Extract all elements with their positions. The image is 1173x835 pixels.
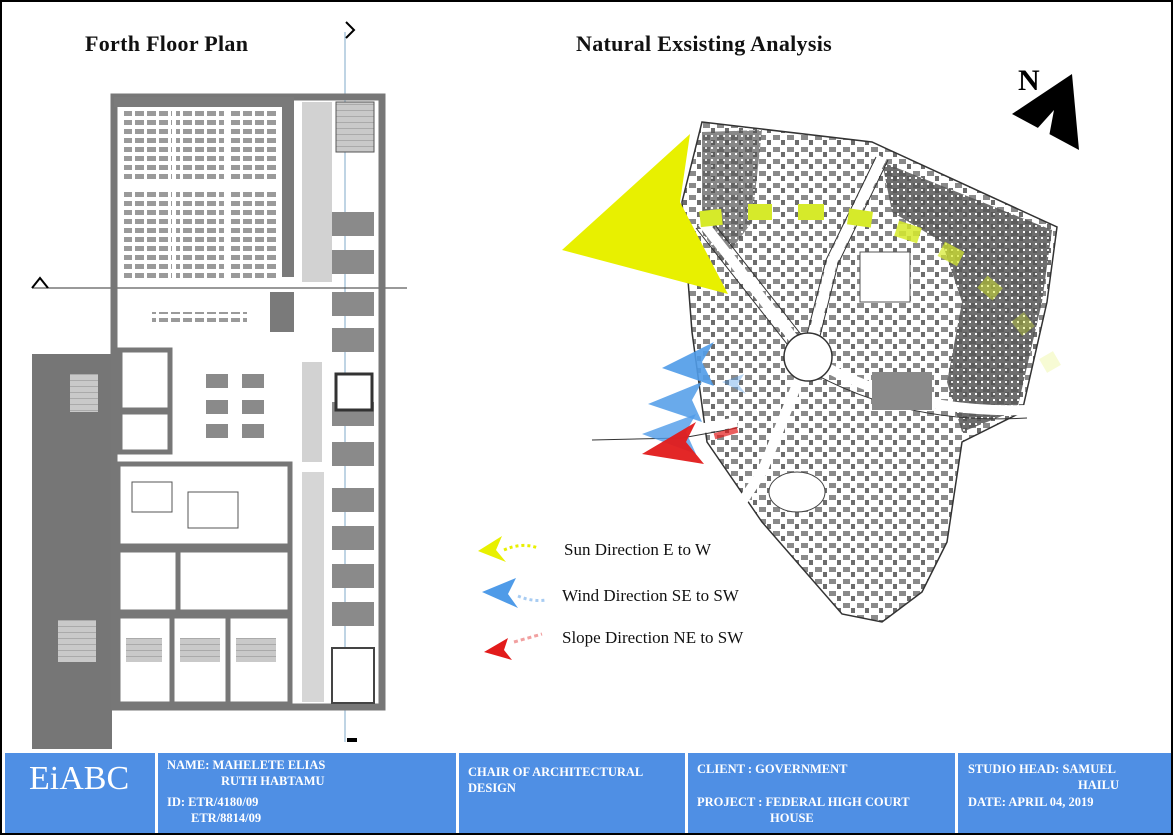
client-label: CLIENT : GOVERNMENT: [697, 762, 848, 776]
roundabout: [783, 332, 833, 382]
analysis-title: Natural Exsisting Analysis: [576, 31, 832, 56]
student-name-2: RUTH HABTAMU: [221, 774, 325, 788]
student-name-1: NAME: MAHELETE ELIAS: [167, 758, 326, 772]
title-block: EiABC NAME: MAHELETE ELIAS RUTH HABTAMU …: [5, 753, 1171, 833]
date-label: DATE: APRIL 04, 2019: [968, 795, 1094, 809]
legend-slope-label: Slope Direction NE to SW: [562, 628, 744, 647]
studio-cell: STUDIO HEAD: SAMUEL HAILU DATE: APRIL 04…: [958, 753, 1171, 833]
sun-legend-icon: [478, 536, 506, 562]
slope-arrows: [642, 422, 739, 464]
sun-wedge: [562, 134, 728, 294]
logo-cell: EiABC: [5, 753, 155, 833]
section-marker-icon: [31, 276, 49, 289]
sun-path: [699, 204, 1061, 373]
section-marker-icon-top: [345, 21, 356, 39]
project-line-1: PROJECT : FEDERAL HIGH COURT: [697, 795, 910, 809]
chair-line-2: DESIGN: [468, 781, 516, 795]
project-line-2: HOUSE: [770, 811, 814, 825]
chair-line-1: CHAIR OF ARCHITECTURAL: [468, 765, 644, 779]
floor-plan-title: Forth Floor Plan: [85, 31, 249, 56]
chair-cell: CHAIR OF ARCHITECTURAL DESIGN: [459, 753, 685, 833]
floor-plan: [31, 21, 407, 749]
student-cell: NAME: MAHELETE ELIAS RUTH HABTAMU ID: ET…: [158, 753, 456, 833]
studio-head-1: STUDIO HEAD: SAMUEL: [968, 762, 1116, 776]
legend-wind-label: Wind Direction SE to SW: [562, 586, 739, 605]
student-id-1: ID: ETR/4180/09: [167, 795, 259, 809]
legend-icons: [478, 536, 547, 660]
annex-block: [32, 354, 112, 749]
studio-head-2: HAILU: [1078, 778, 1119, 792]
slope-legend-icon: [484, 638, 512, 660]
legend-sun-label: Sun Direction E to W: [564, 540, 711, 559]
client-cell: CLIENT : GOVERNMENT PROJECT : FEDERAL HI…: [688, 753, 955, 833]
north-label: N: [1018, 64, 1040, 97]
wind-legend-icon: [482, 578, 518, 608]
student-id-2: ETR/8814/09: [191, 811, 262, 825]
school-logo: EiABC: [29, 760, 130, 797]
north-arrow-icon: [1012, 74, 1079, 150]
site-map: [562, 121, 1061, 623]
